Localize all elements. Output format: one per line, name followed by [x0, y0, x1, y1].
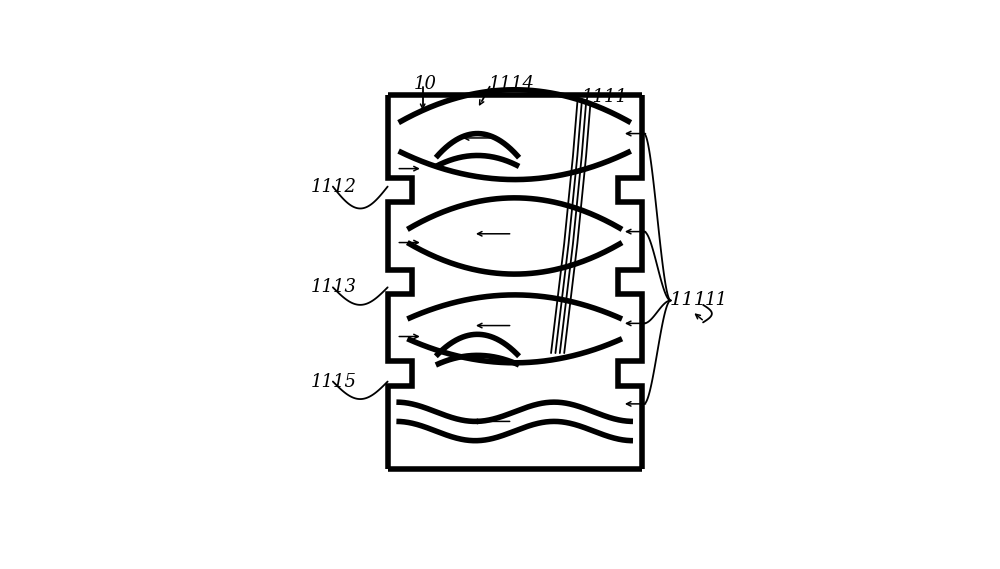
Text: 1111: 1111: [582, 88, 628, 106]
Text: 111: 111: [669, 291, 706, 310]
Text: 1113: 1113: [311, 278, 357, 296]
Text: 1114: 1114: [488, 75, 534, 93]
Text: 10: 10: [414, 75, 437, 93]
Text: 1112: 1112: [311, 178, 357, 196]
Text: 11: 11: [704, 291, 727, 310]
Text: 1115: 1115: [311, 373, 357, 390]
